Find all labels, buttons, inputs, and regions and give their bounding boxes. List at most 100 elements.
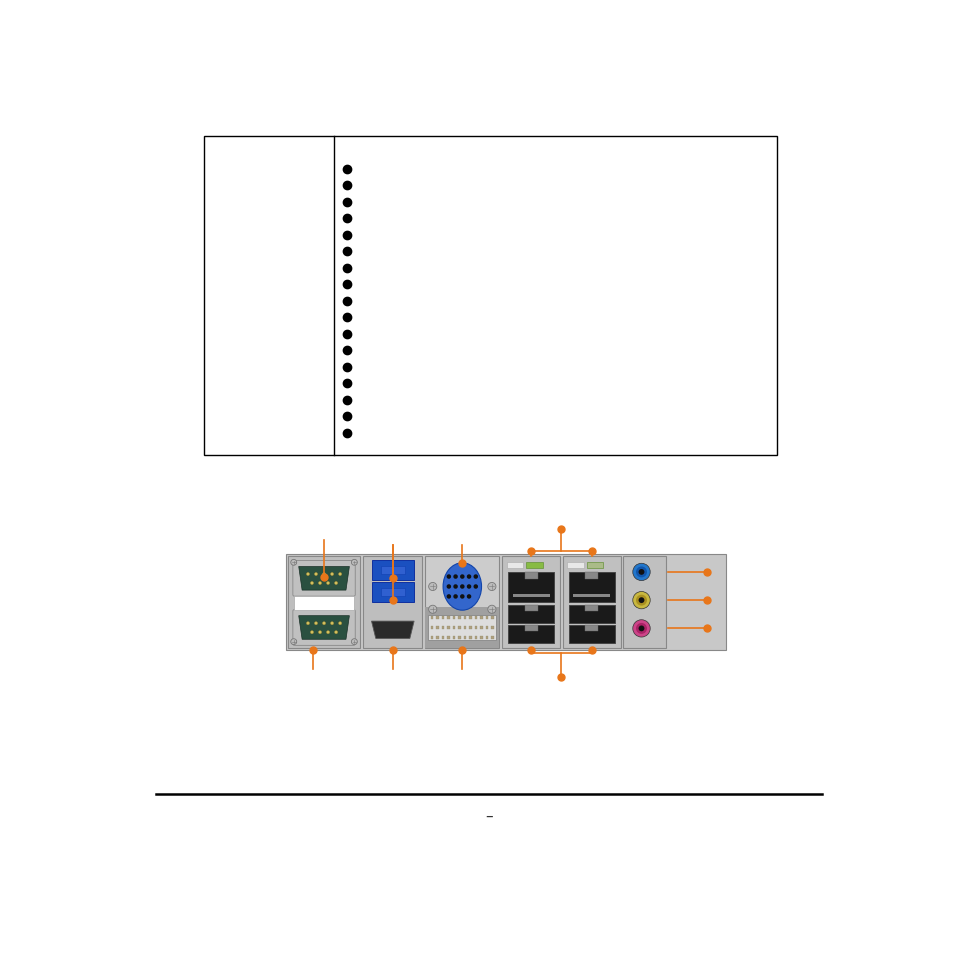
- Circle shape: [428, 583, 436, 591]
- Bar: [475, 626, 476, 629]
- Circle shape: [428, 605, 436, 614]
- Circle shape: [459, 575, 464, 579]
- Bar: [573, 595, 610, 598]
- Bar: [204, 136, 777, 456]
- Circle shape: [453, 575, 457, 579]
- Circle shape: [459, 584, 464, 589]
- Text: –: –: [485, 807, 492, 822]
- Bar: [436, 626, 438, 629]
- Bar: [479, 637, 482, 639]
- Bar: [524, 605, 537, 612]
- Circle shape: [338, 622, 341, 625]
- Bar: [436, 617, 438, 619]
- Circle shape: [351, 639, 357, 645]
- Bar: [425, 607, 498, 648]
- Circle shape: [338, 573, 341, 576]
- Bar: [507, 625, 554, 643]
- Bar: [428, 615, 496, 640]
- Bar: [479, 626, 482, 629]
- Bar: [506, 562, 522, 569]
- Circle shape: [291, 559, 296, 566]
- Bar: [501, 557, 559, 648]
- Bar: [463, 626, 466, 629]
- Circle shape: [466, 595, 471, 599]
- Bar: [447, 626, 450, 629]
- Bar: [568, 573, 614, 602]
- Circle shape: [636, 623, 646, 634]
- Bar: [485, 617, 488, 619]
- Bar: [453, 637, 455, 639]
- Bar: [562, 557, 619, 648]
- Bar: [584, 625, 598, 632]
- Circle shape: [310, 631, 314, 634]
- Circle shape: [473, 584, 477, 589]
- Bar: [485, 637, 488, 639]
- Bar: [453, 626, 455, 629]
- Bar: [288, 557, 360, 648]
- Circle shape: [322, 573, 325, 576]
- Bar: [475, 637, 476, 639]
- Circle shape: [632, 563, 650, 581]
- Circle shape: [632, 592, 650, 609]
- Bar: [463, 637, 466, 639]
- Bar: [447, 617, 450, 619]
- Bar: [469, 637, 472, 639]
- Circle shape: [487, 583, 496, 591]
- Circle shape: [335, 631, 337, 634]
- Bar: [469, 626, 472, 629]
- Circle shape: [466, 575, 471, 579]
- Circle shape: [318, 631, 321, 634]
- Circle shape: [291, 639, 296, 645]
- Circle shape: [335, 582, 337, 585]
- Polygon shape: [298, 616, 349, 639]
- Bar: [568, 625, 614, 643]
- Bar: [524, 625, 537, 632]
- Circle shape: [326, 582, 330, 585]
- Circle shape: [636, 567, 646, 578]
- Bar: [491, 626, 494, 629]
- Circle shape: [446, 595, 451, 599]
- Bar: [584, 573, 598, 578]
- Circle shape: [446, 584, 451, 589]
- Circle shape: [351, 559, 357, 566]
- Bar: [453, 617, 455, 619]
- Bar: [491, 637, 494, 639]
- Bar: [380, 589, 404, 597]
- Circle shape: [310, 582, 314, 585]
- Bar: [436, 637, 438, 639]
- Bar: [425, 557, 498, 648]
- Bar: [380, 567, 404, 575]
- Circle shape: [632, 620, 650, 638]
- Circle shape: [326, 631, 330, 634]
- Circle shape: [330, 622, 334, 625]
- FancyBboxPatch shape: [293, 610, 355, 646]
- Bar: [568, 605, 614, 623]
- Bar: [441, 637, 444, 639]
- Bar: [447, 637, 450, 639]
- Bar: [524, 573, 537, 578]
- Circle shape: [318, 582, 321, 585]
- Circle shape: [314, 622, 317, 625]
- Bar: [441, 617, 444, 619]
- Bar: [371, 560, 414, 580]
- Bar: [430, 637, 433, 639]
- Bar: [457, 637, 460, 639]
- FancyBboxPatch shape: [293, 560, 355, 597]
- Bar: [463, 617, 466, 619]
- Bar: [526, 562, 542, 569]
- Circle shape: [453, 584, 457, 589]
- Bar: [430, 617, 433, 619]
- Bar: [507, 605, 554, 623]
- Ellipse shape: [442, 563, 481, 611]
- Bar: [430, 626, 433, 629]
- Bar: [457, 626, 460, 629]
- Bar: [479, 617, 482, 619]
- Circle shape: [638, 626, 644, 632]
- Circle shape: [453, 595, 457, 599]
- Circle shape: [466, 584, 471, 589]
- Circle shape: [322, 622, 325, 625]
- Circle shape: [314, 573, 317, 576]
- Bar: [475, 617, 476, 619]
- Bar: [363, 557, 422, 648]
- Bar: [371, 582, 414, 602]
